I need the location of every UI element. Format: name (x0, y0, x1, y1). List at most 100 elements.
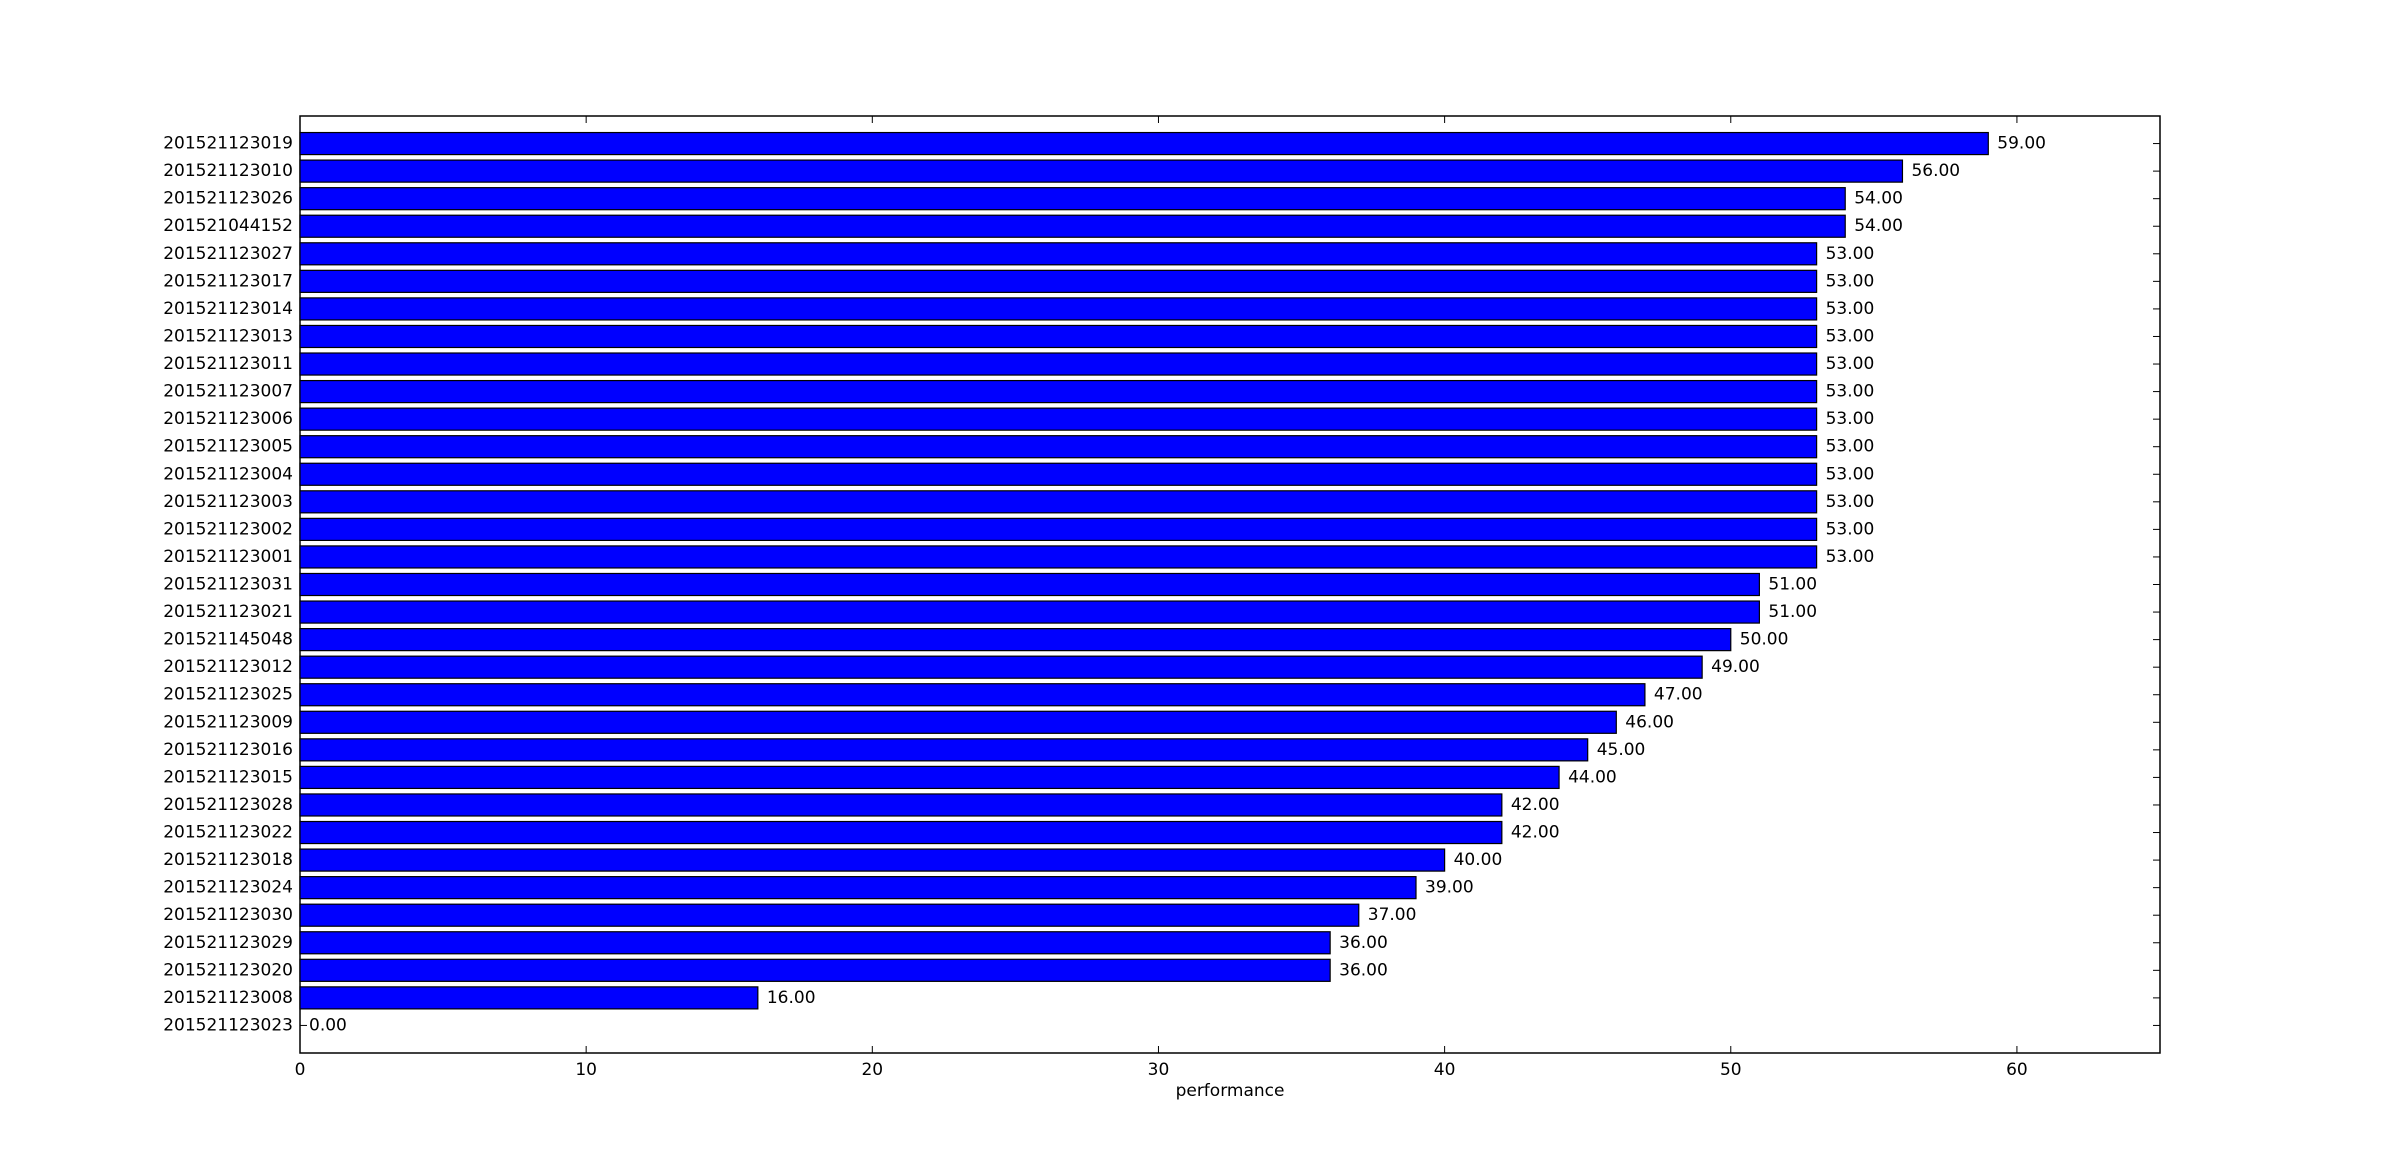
value-label: 0.00 (309, 1015, 347, 1035)
y-tick-label: 201521123023 (163, 1015, 293, 1035)
y-tick-label: 201521123027 (163, 244, 293, 264)
value-label: 59.00 (1997, 134, 2046, 154)
x-axis-label: performance (1176, 1081, 1285, 1101)
value-label: 51.00 (1768, 575, 1817, 595)
bar (299, 379, 1818, 404)
value-label: 50.00 (1740, 630, 1789, 650)
bar (299, 407, 1818, 431)
bar (299, 324, 1818, 349)
y-tick-label: 201521123022 (163, 823, 293, 843)
y-tick-label: 201521123019 (163, 134, 293, 154)
value-label: 47.00 (1654, 685, 1703, 705)
value-label: 44.00 (1568, 767, 1617, 787)
y-tick-label: 201521123030 (163, 905, 293, 925)
bar (299, 627, 1732, 652)
bar (299, 876, 1417, 900)
bar (299, 655, 1703, 679)
value-label: 53.00 (1826, 271, 1875, 291)
y-tick-label: 201521145048 (163, 630, 293, 650)
value-label: 53.00 (1826, 382, 1875, 402)
value-label: 46.00 (1625, 712, 1674, 732)
value-label: 51.00 (1768, 602, 1817, 622)
value-label: 45.00 (1597, 740, 1646, 760)
value-label: 53.00 (1826, 437, 1875, 457)
y-tick-label: 201521123013 (163, 326, 293, 346)
bar (299, 903, 1360, 927)
value-label: 16.00 (767, 988, 816, 1008)
bar (299, 297, 1818, 321)
y-tick-label: 201521123012 (163, 657, 293, 677)
y-tick-label: 201521123029 (163, 933, 293, 953)
value-label: 37.00 (1368, 905, 1417, 925)
bar (299, 462, 1818, 486)
y-tick-label: 201521123003 (163, 492, 293, 512)
bar (299, 159, 1904, 183)
y-tick-label: 201521123011 (163, 354, 293, 374)
y-tick-label: 201521123004 (163, 464, 293, 484)
bar (299, 352, 1818, 376)
bar (299, 517, 1818, 542)
y-tick-label: 201521123009 (163, 712, 293, 732)
y-tick-label: 201521123018 (163, 850, 293, 870)
bar (299, 710, 1617, 734)
x-tick-label: 10 (575, 1060, 597, 1080)
value-label: 54.00 (1854, 216, 1903, 236)
y-tick-label: 201521044152 (163, 216, 293, 236)
y-tick-label: 201521123024 (163, 878, 293, 898)
value-label: 53.00 (1826, 326, 1875, 346)
y-tick-label: 201521123015 (163, 767, 293, 787)
bar (299, 986, 759, 1010)
bar (299, 435, 1818, 459)
bar (299, 572, 1760, 597)
value-label: 53.00 (1826, 547, 1875, 567)
bar (299, 848, 1446, 872)
y-tick-label: 201521123026 (163, 189, 293, 209)
bar (299, 131, 1989, 156)
x-tick-label: 40 (1434, 1060, 1456, 1080)
value-label: 40.00 (1454, 850, 1503, 870)
y-tick-label: 201521123021 (163, 602, 293, 622)
value-label: 53.00 (1826, 409, 1875, 429)
bar (299, 793, 1503, 817)
value-label: 53.00 (1826, 354, 1875, 374)
bar (299, 214, 1846, 238)
value-label: 53.00 (1826, 244, 1875, 264)
bar (299, 187, 1846, 211)
x-tick-label: 60 (2006, 1060, 2028, 1080)
y-tick-label: 201521123001 (163, 547, 293, 567)
y-tick-label: 201521123025 (163, 685, 293, 705)
value-label: 56.00 (1911, 161, 1960, 181)
bar (299, 765, 1560, 790)
value-label: 53.00 (1826, 299, 1875, 319)
y-tick-label: 201521123007 (163, 382, 293, 402)
value-label: 42.00 (1511, 795, 1560, 815)
y-tick-label: 201521123010 (163, 161, 293, 181)
value-label: 54.00 (1854, 189, 1903, 209)
y-tick-label: 201521123014 (163, 299, 293, 319)
y-tick-label: 201521123016 (163, 740, 293, 760)
value-label: 42.00 (1511, 823, 1560, 843)
value-label: 36.00 (1339, 960, 1388, 980)
value-label: 49.00 (1711, 657, 1760, 677)
x-tick-label: 20 (861, 1060, 883, 1080)
bar (299, 490, 1818, 514)
y-tick-label: 201521123006 (163, 409, 293, 429)
x-tick-label: 50 (1720, 1060, 1742, 1080)
bar (299, 600, 1760, 624)
bar (299, 738, 1589, 762)
bar (299, 820, 1503, 845)
y-tick-label: 201521123020 (163, 960, 293, 980)
y-tick-label: 201521123031 (163, 575, 293, 595)
y-tick-label: 201521123005 (163, 437, 293, 457)
value-label: 53.00 (1826, 464, 1875, 484)
value-label: 53.00 (1826, 519, 1875, 539)
value-label: 36.00 (1339, 933, 1388, 953)
x-tick-label: 30 (1148, 1060, 1170, 1080)
bar (299, 931, 1331, 955)
value-label: 39.00 (1425, 878, 1474, 898)
y-tick-label: 201521123002 (163, 519, 293, 539)
x-tick-label: 0 (295, 1060, 306, 1080)
y-tick-label: 201521123028 (163, 795, 293, 815)
bar (299, 683, 1646, 707)
